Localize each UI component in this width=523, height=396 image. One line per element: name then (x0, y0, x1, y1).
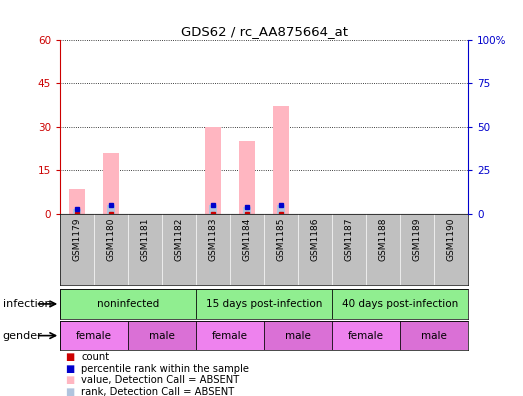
Text: GSM1186: GSM1186 (311, 217, 320, 261)
Text: percentile rank within the sample: percentile rank within the sample (81, 364, 249, 374)
Text: GSM1181: GSM1181 (141, 217, 150, 261)
Text: GSM1184: GSM1184 (243, 217, 252, 261)
Bar (206, 127, 221, 214)
Text: 40 days post-infection: 40 days post-infection (342, 299, 458, 309)
Bar (332, 289, 468, 319)
Text: GSM1188: GSM1188 (379, 217, 388, 261)
Text: 15 days post-infection: 15 days post-infection (206, 299, 322, 309)
Text: GSM1180: GSM1180 (107, 217, 116, 261)
Bar (104, 153, 119, 214)
Title: GDS62 / rc_AA875664_at: GDS62 / rc_AA875664_at (180, 25, 348, 38)
Text: ■: ■ (65, 352, 75, 362)
Text: male: male (149, 331, 175, 341)
Text: GSM1183: GSM1183 (209, 217, 218, 261)
Bar (60, 289, 196, 319)
Text: male: male (421, 331, 447, 341)
Bar (400, 321, 468, 350)
Text: noninfected: noninfected (97, 299, 160, 309)
Text: GSM1190: GSM1190 (447, 217, 456, 261)
Bar (107, 205, 116, 214)
Text: GSM1189: GSM1189 (413, 217, 422, 261)
Text: gender: gender (3, 331, 42, 341)
Text: GSM1179: GSM1179 (73, 217, 82, 261)
Bar (332, 321, 400, 350)
Bar (209, 205, 218, 214)
Text: male: male (285, 331, 311, 341)
Bar (70, 189, 85, 214)
Bar (73, 209, 82, 214)
Text: female: female (212, 331, 248, 341)
Text: female: female (348, 331, 384, 341)
Bar (277, 205, 286, 214)
Text: rank, Detection Call = ABSENT: rank, Detection Call = ABSENT (81, 387, 234, 396)
Bar (274, 107, 289, 214)
Bar (196, 289, 332, 319)
Bar (264, 321, 332, 350)
Text: GSM1182: GSM1182 (175, 217, 184, 261)
Text: ■: ■ (65, 375, 75, 385)
Text: infection: infection (3, 299, 51, 309)
Text: GSM1185: GSM1185 (277, 217, 286, 261)
Text: ■: ■ (65, 387, 75, 396)
Bar (243, 207, 252, 214)
Text: value, Detection Call = ABSENT: value, Detection Call = ABSENT (81, 375, 240, 385)
Text: female: female (76, 331, 112, 341)
Bar (60, 321, 128, 350)
Text: ■: ■ (65, 364, 75, 374)
Bar (128, 321, 196, 350)
Text: GSM1187: GSM1187 (345, 217, 354, 261)
Text: count: count (81, 352, 109, 362)
Bar (240, 141, 255, 214)
Bar (196, 321, 264, 350)
